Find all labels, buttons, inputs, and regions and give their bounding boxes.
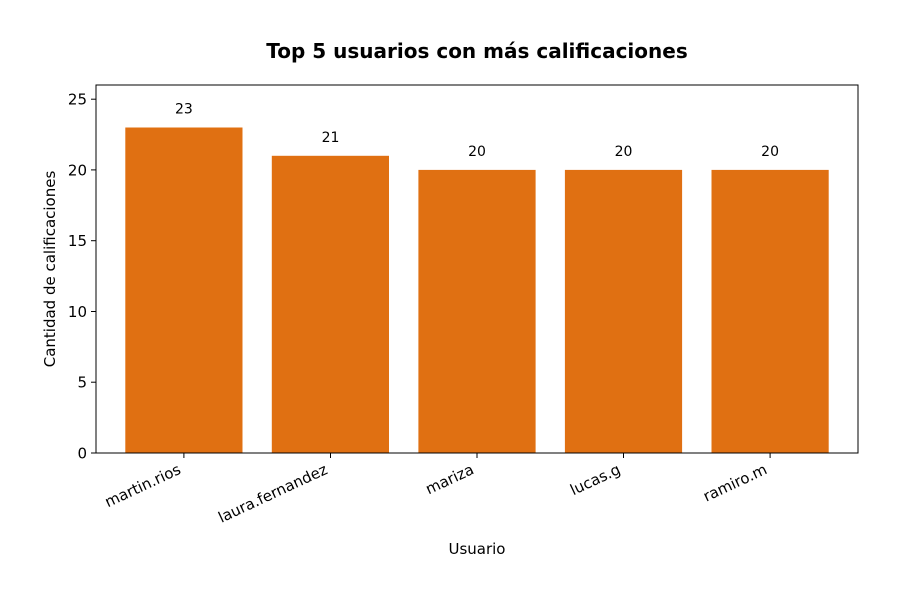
x-tick-label: mariza [423, 460, 477, 498]
data-label: 20 [615, 144, 633, 160]
data-label: 20 [761, 144, 779, 160]
data-label: 20 [468, 144, 486, 160]
x-tick-label: laura.fernandez [215, 460, 330, 526]
bar-martin-rios [125, 127, 243, 453]
bar-lucas-g [564, 169, 683, 453]
y-tick-label: 25 [68, 91, 87, 109]
x-tick-label: ramiro.m [700, 460, 769, 505]
x-tick-label: martin.rios [102, 460, 184, 511]
x-tick-label: lucas.g [567, 460, 623, 499]
data-labels-group: 23 21 20 20 20 [175, 102, 779, 160]
bars-group [125, 127, 829, 454]
data-label: 21 [322, 130, 340, 146]
x-axis: martin.rios laura.fernandez mariza lucas.g r… [102, 453, 771, 527]
y-tick-label: 0 [77, 445, 87, 463]
data-label: 23 [175, 102, 193, 118]
y-tick-label: 5 [77, 374, 87, 392]
y-axis-label: Cantidad de calificaciones [41, 171, 59, 368]
bar-mariza [418, 169, 536, 453]
chart-title: Top 5 usuarios con más calificaciones [266, 39, 687, 63]
x-axis-label: Usuario [448, 540, 505, 558]
bar-ramiro-m [711, 169, 829, 453]
y-axis: 0 5 10 15 20 25 [68, 91, 96, 463]
y-tick-label: 10 [68, 303, 87, 321]
y-tick-label: 20 [68, 161, 87, 179]
bar-laura-fernandez [271, 155, 389, 454]
y-tick-label: 15 [68, 232, 87, 250]
